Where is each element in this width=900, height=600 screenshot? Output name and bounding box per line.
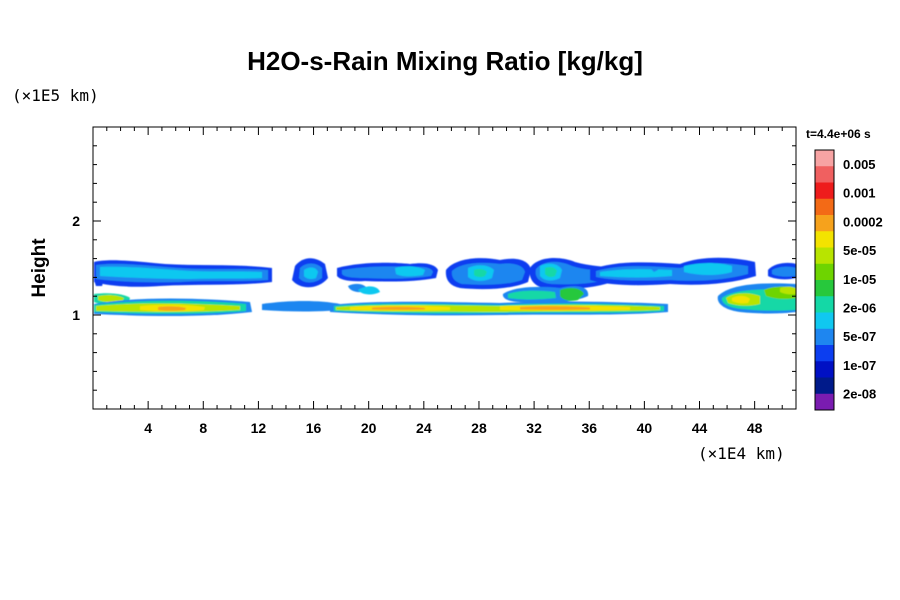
colorbar-label: 1e-07	[843, 358, 876, 373]
colorbar-label: 2e-06	[843, 301, 876, 316]
colorbar-swatch	[815, 393, 834, 411]
colorbar-swatch	[815, 166, 834, 183]
colorbar-swatch	[815, 215, 834, 232]
x-tick-label: 24	[416, 420, 432, 436]
x-tick-label: 28	[471, 420, 487, 436]
colorbar-label: 0.005	[843, 157, 876, 172]
time-label: t=4.4e+06 s	[806, 127, 871, 141]
plot-frame: 4 8 12 16 20 24 28 32 36 40 44 48 12	[72, 126, 797, 436]
y-axis-unit: (×1E5 km)	[12, 86, 99, 105]
colorbar-label: 5e-07	[843, 329, 876, 344]
colorbar-label: 0.001	[843, 186, 876, 201]
x-tick-label: 16	[306, 420, 322, 436]
colorbar-swatch	[815, 296, 834, 313]
x-tick-label: 36	[581, 420, 597, 436]
colorbar-label: 1e-05	[843, 272, 876, 287]
y-ticks: 12	[72, 145, 796, 391]
colorbar-swatch	[815, 312, 834, 330]
colorbar-swatch	[815, 328, 834, 346]
x-tick-label: 32	[526, 420, 542, 436]
x-ticks: 4 8 12 16 20 24 28 32 36 40 44 48	[106, 127, 783, 436]
y-tick-label: 2	[72, 213, 80, 229]
colorbar-label: 5e-05	[843, 243, 876, 258]
colorbar-label: 0.0002	[843, 214, 883, 229]
colorbar-swatch	[815, 231, 834, 248]
data-field	[94, 257, 796, 316]
colorbar: 0.005 0.001 0.0002 5e-05 1e-05 2e-06 5e-07 1e-0…	[814, 149, 883, 411]
colorbar-swatch	[815, 182, 834, 200]
x-tick-label: 44	[692, 420, 708, 436]
x-tick-label: 48	[747, 420, 763, 436]
upper-cloud-band	[94, 257, 796, 304]
x-tick-label: 12	[251, 420, 267, 436]
colorbar-label: 2e-08	[843, 387, 876, 402]
colorbar-swatch	[815, 198, 834, 216]
colorbar-frame	[814, 149, 835, 411]
x-tick-label: 4	[144, 420, 152, 436]
colorbar-swatch	[815, 361, 834, 378]
colorbar-swatch	[815, 263, 834, 281]
chart-title: H2O-s-Rain Mixing Ratio [kg/kg]	[247, 46, 643, 76]
colorbar-swatch	[815, 280, 834, 297]
lower-rain-band	[94, 283, 796, 316]
colorbar-swatch	[815, 247, 834, 265]
x-tick-label: 8	[199, 420, 207, 436]
x-tick-label: 40	[637, 420, 653, 436]
x-axis-unit: (×1E4 km)	[698, 444, 785, 463]
x-tick-label: 20	[361, 420, 377, 436]
y-tick-label: 1	[72, 307, 80, 323]
colorbar-swatch	[815, 150, 834, 167]
colorbar-swatch	[815, 345, 834, 362]
colorbar-swatch	[815, 377, 834, 395]
